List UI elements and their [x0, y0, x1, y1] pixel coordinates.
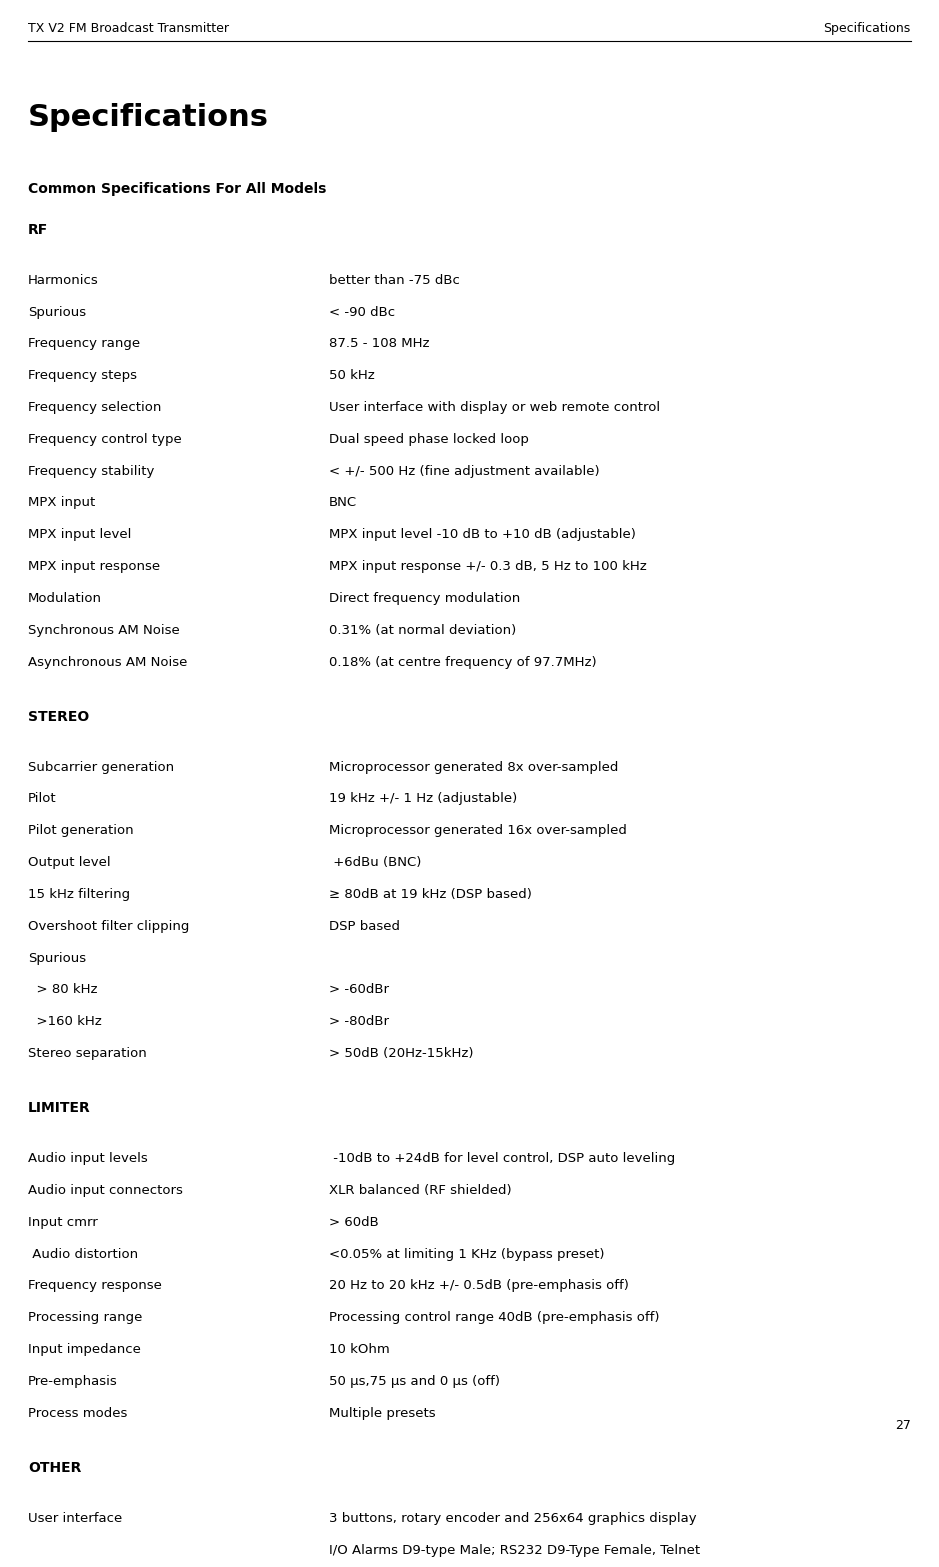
Text: Frequency stability: Frequency stability	[28, 465, 155, 478]
Text: Microprocessor generated 16x over-sampled: Microprocessor generated 16x over-sample…	[329, 824, 626, 837]
Text: Processing range: Processing range	[28, 1312, 143, 1324]
Text: Frequency response: Frequency response	[28, 1279, 162, 1293]
Text: Multiple presets: Multiple presets	[329, 1407, 436, 1420]
Text: 0.31% (at normal deviation): 0.31% (at normal deviation)	[329, 624, 516, 636]
Text: Audio distortion: Audio distortion	[28, 1247, 138, 1260]
Text: Spurious: Spurious	[28, 306, 86, 318]
Text: MPX input response: MPX input response	[28, 559, 161, 574]
Text: Direct frequency modulation: Direct frequency modulation	[329, 592, 520, 605]
Text: User interface: User interface	[28, 1512, 122, 1525]
Text: Asynchronous AM Noise: Asynchronous AM Noise	[28, 655, 188, 669]
Text: DSP based: DSP based	[329, 920, 400, 932]
Text: 50 µs,75 µs and 0 µs (off): 50 µs,75 µs and 0 µs (off)	[329, 1374, 500, 1388]
Text: -10dB to +24dB for level control, DSP auto leveling: -10dB to +24dB for level control, DSP au…	[329, 1152, 675, 1166]
Text: Input impedance: Input impedance	[28, 1343, 141, 1355]
Text: 3 buttons, rotary encoder and 256x64 graphics display: 3 buttons, rotary encoder and 256x64 gra…	[329, 1512, 697, 1525]
Text: Audio input levels: Audio input levels	[28, 1152, 148, 1166]
Text: XLR balanced (RF shielded): XLR balanced (RF shielded)	[329, 1185, 511, 1197]
Text: Input cmrr: Input cmrr	[28, 1216, 98, 1229]
Text: Pre-emphasis: Pre-emphasis	[28, 1374, 118, 1388]
Text: STEREO: STEREO	[28, 710, 89, 724]
Text: Pilot generation: Pilot generation	[28, 824, 133, 837]
Text: ≥ 80dB at 19 kHz (DSP based): ≥ 80dB at 19 kHz (DSP based)	[329, 888, 531, 901]
Text: Harmonics: Harmonics	[28, 274, 99, 287]
Text: I/O Alarms D9-type Male; RS232 D9-Type Female, Telnet: I/O Alarms D9-type Male; RS232 D9-Type F…	[329, 1543, 700, 1556]
Text: Output level: Output level	[28, 856, 111, 870]
Text: RF: RF	[28, 223, 49, 237]
Text: Common Specifications For All Models: Common Specifications For All Models	[28, 182, 327, 196]
Text: > -80dBr: > -80dBr	[329, 1015, 389, 1028]
Text: Audio input connectors: Audio input connectors	[28, 1185, 183, 1197]
Text: 50 kHz: 50 kHz	[329, 370, 375, 382]
Text: <0.05% at limiting 1 KHz (bypass preset): <0.05% at limiting 1 KHz (bypass preset)	[329, 1247, 604, 1260]
Text: Specifications: Specifications	[28, 103, 269, 132]
Text: > -60dBr: > -60dBr	[329, 984, 389, 997]
Text: OTHER: OTHER	[28, 1460, 82, 1475]
Text: < -90 dBc: < -90 dBc	[329, 306, 394, 318]
Text: Dual speed phase locked loop: Dual speed phase locked loop	[329, 432, 529, 447]
Text: Modulation: Modulation	[28, 592, 102, 605]
Text: Spurious: Spurious	[28, 951, 86, 965]
Text: 27: 27	[895, 1420, 911, 1432]
Text: Synchronous AM Noise: Synchronous AM Noise	[28, 624, 180, 636]
Text: BNC: BNC	[329, 497, 357, 509]
Text: Frequency control type: Frequency control type	[28, 432, 182, 447]
Text: LIMITER: LIMITER	[28, 1102, 91, 1116]
Text: Pilot: Pilot	[28, 793, 56, 805]
Text: MPX input level: MPX input level	[28, 528, 131, 541]
Text: Stereo separation: Stereo separation	[28, 1047, 146, 1059]
Text: Frequency range: Frequency range	[28, 337, 140, 351]
Text: > 60dB: > 60dB	[329, 1216, 378, 1229]
Text: User interface with display or web remote control: User interface with display or web remot…	[329, 401, 660, 414]
Text: >160 kHz: >160 kHz	[28, 1015, 102, 1028]
Text: MPX input level -10 dB to +10 dB (adjustable): MPX input level -10 dB to +10 dB (adjust…	[329, 528, 636, 541]
Text: Processing control range 40dB (pre-emphasis off): Processing control range 40dB (pre-empha…	[329, 1312, 659, 1324]
Text: MPX input: MPX input	[28, 497, 96, 509]
Text: > 50dB (20Hz-15kHz): > 50dB (20Hz-15kHz)	[329, 1047, 473, 1059]
Text: TX V2 FM Broadcast Transmitter: TX V2 FM Broadcast Transmitter	[28, 22, 229, 34]
Text: Frequency selection: Frequency selection	[28, 401, 162, 414]
Text: Overshoot filter clipping: Overshoot filter clipping	[28, 920, 190, 932]
Text: Process modes: Process modes	[28, 1407, 128, 1420]
Text: > 80 kHz: > 80 kHz	[28, 984, 98, 997]
Text: 87.5 - 108 MHz: 87.5 - 108 MHz	[329, 337, 429, 351]
Text: < +/- 500 Hz (fine adjustment available): < +/- 500 Hz (fine adjustment available)	[329, 465, 599, 478]
Text: 10 kOhm: 10 kOhm	[329, 1343, 390, 1355]
Text: Subcarrier generation: Subcarrier generation	[28, 760, 175, 774]
Text: Frequency steps: Frequency steps	[28, 370, 137, 382]
Text: 19 kHz +/- 1 Hz (adjustable): 19 kHz +/- 1 Hz (adjustable)	[329, 793, 516, 805]
Text: MPX input response +/- 0.3 dB, 5 Hz to 100 kHz: MPX input response +/- 0.3 dB, 5 Hz to 1…	[329, 559, 646, 574]
Text: better than -75 dBc: better than -75 dBc	[329, 274, 459, 287]
Text: 20 Hz to 20 kHz +/- 0.5dB (pre-emphasis off): 20 Hz to 20 kHz +/- 0.5dB (pre-emphasis …	[329, 1279, 628, 1293]
Text: +6dBu (BNC): +6dBu (BNC)	[329, 856, 421, 870]
Text: 0.18% (at centre frequency of 97.7MHz): 0.18% (at centre frequency of 97.7MHz)	[329, 655, 596, 669]
Text: Microprocessor generated 8x over-sampled: Microprocessor generated 8x over-sampled	[329, 760, 618, 774]
Text: Specifications: Specifications	[824, 22, 911, 34]
Text: 15 kHz filtering: 15 kHz filtering	[28, 888, 131, 901]
